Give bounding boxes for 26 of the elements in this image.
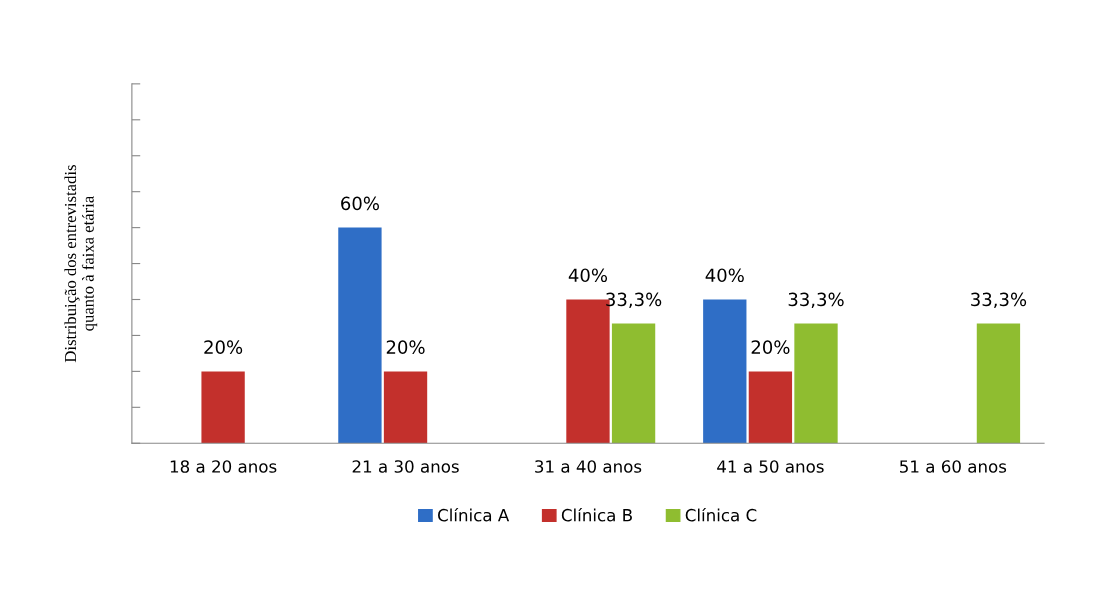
- data-label: 33,3%: [788, 292, 844, 309]
- bar: [611, 323, 656, 444]
- bar: [338, 227, 382, 444]
- data-label: 20%: [204, 340, 243, 354]
- x-tick-label: 18 a 20 anos: [170, 460, 277, 473]
- data-label: 20%: [751, 340, 790, 354]
- legend-label: Clínica A: [438, 507, 510, 522]
- bar: [976, 323, 1021, 444]
- x-tick-label: 41 a 50 anos: [717, 460, 824, 473]
- data-label: 40%: [705, 268, 744, 283]
- data-label: 20%: [386, 340, 425, 354]
- bar: [748, 371, 793, 444]
- legend-label: Clínica C: [685, 507, 757, 522]
- bar: [794, 323, 838, 444]
- y-axis-title: Distribuição dos entrevistadis quanto à faixa etária: [64, 165, 98, 363]
- x-tick-label: 21 a 30 anos: [352, 460, 459, 473]
- x-tick-label: 31 a 40 anos: [535, 460, 642, 473]
- x-tick-label: 51 a 60 anos: [900, 460, 1007, 473]
- data-label: 40%: [568, 268, 608, 283]
- bar: [703, 299, 747, 444]
- data-label: 60%: [341, 196, 379, 211]
- data-label: 33,3%: [606, 292, 662, 309]
- bar: [201, 371, 245, 444]
- legend-label: Clínica B: [561, 507, 632, 522]
- data-label: 33,3%: [971, 292, 1027, 309]
- bar: [383, 371, 428, 444]
